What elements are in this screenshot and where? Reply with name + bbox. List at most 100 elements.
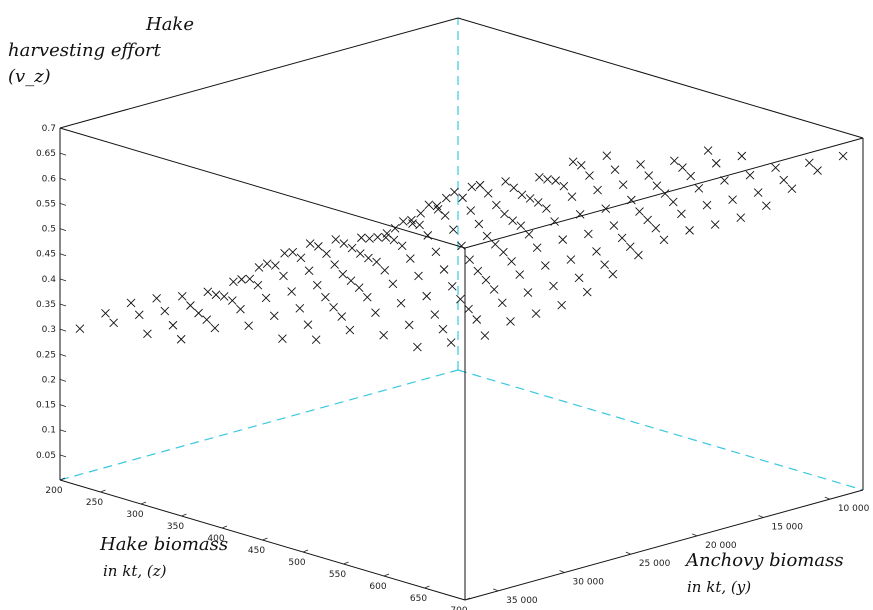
back-floor-edge-right — [457, 369, 864, 491]
x-tick-label: 400 — [207, 534, 224, 544]
marker-stroke — [338, 269, 348, 279]
marker-stroke — [779, 175, 789, 185]
marker-stroke — [278, 334, 287, 343]
data-point — [728, 195, 737, 205]
marker-stroke — [643, 215, 652, 225]
data-point — [541, 261, 550, 270]
data-point — [762, 201, 771, 211]
marker-stroke — [330, 260, 339, 269]
marker-stroke — [416, 209, 425, 218]
data-point — [261, 293, 271, 303]
data-point — [371, 308, 380, 318]
x-tick-label: 600 — [369, 582, 386, 592]
data-point — [303, 320, 313, 329]
marker-stroke — [321, 292, 330, 302]
data-point — [229, 277, 238, 287]
data-point — [474, 219, 484, 229]
marker-stroke — [288, 247, 298, 257]
marker-stroke — [331, 235, 341, 244]
marker-stroke — [404, 320, 414, 330]
x-tick-mark — [221, 525, 228, 529]
data-point — [464, 304, 473, 314]
x-tick-mark — [302, 549, 309, 553]
data-point — [736, 213, 746, 223]
data-point — [413, 342, 422, 352]
marker-stroke — [543, 174, 552, 184]
data-point — [295, 304, 305, 313]
marker-stroke — [109, 318, 118, 328]
data-point — [450, 187, 459, 197]
marker-stroke — [271, 261, 280, 270]
marker-stroke — [805, 158, 814, 168]
data-point — [389, 235, 399, 245]
data-point — [542, 204, 551, 213]
marker-stroke — [635, 207, 644, 216]
data-point — [347, 243, 357, 253]
data-point — [771, 163, 780, 173]
marker-stroke — [203, 287, 213, 297]
x-tick-label: 700 — [450, 606, 467, 610]
data-point — [457, 241, 466, 251]
top-edge-back-left — [59, 17, 459, 129]
marker-stroke — [450, 187, 459, 197]
data-point — [168, 320, 178, 330]
data-point — [355, 249, 365, 258]
data-point — [363, 292, 372, 302]
marker-stroke — [532, 243, 542, 253]
z-axis-title-line2: harvesting effort — [8, 40, 161, 61]
x-tick-label: 200 — [45, 486, 62, 496]
data-point — [407, 215, 416, 225]
marker-stroke — [355, 249, 365, 258]
marker-stroke — [295, 304, 305, 313]
marker-stroke — [438, 324, 448, 334]
data-point — [379, 330, 388, 340]
marker-stroke — [413, 342, 422, 352]
marker-stroke — [659, 235, 669, 245]
data-point — [262, 259, 272, 268]
marker-stroke — [186, 301, 195, 310]
z-tick-mark — [59, 177, 67, 181]
marker-stroke — [280, 248, 289, 258]
marker-stroke — [813, 166, 822, 175]
data-point — [753, 188, 763, 197]
data-point — [609, 221, 619, 230]
marker-stroke — [432, 201, 442, 211]
z-tick-mark — [59, 353, 67, 357]
x-tick-mark — [262, 537, 268, 541]
z-tick-mark — [59, 303, 67, 307]
marker-stroke — [568, 157, 578, 167]
z-tick-label: 0.5 — [42, 225, 56, 235]
marker-stroke — [414, 271, 423, 281]
marker-stroke — [651, 223, 661, 233]
marker-stroke — [627, 195, 636, 205]
data-point — [737, 151, 747, 161]
data-point — [365, 234, 374, 243]
data-point — [677, 209, 686, 219]
data-point — [523, 288, 533, 297]
z-tick-label: 0.7 — [42, 124, 56, 134]
data-point — [415, 220, 424, 230]
data-point — [610, 165, 620, 174]
marker-stroke — [456, 294, 465, 304]
data-point — [228, 296, 237, 305]
data-point — [126, 298, 136, 308]
y-tick-label: 20 000 — [705, 541, 737, 551]
z-tick-label: 0.1 — [42, 426, 56, 436]
data-point — [779, 175, 789, 185]
data-point — [644, 171, 654, 180]
z-tick-label: 0.25 — [36, 350, 56, 360]
data-point — [481, 275, 491, 285]
marker-stroke — [516, 221, 526, 230]
data-point — [177, 292, 187, 301]
data-point — [331, 235, 341, 244]
marker-stroke — [423, 231, 433, 240]
marker-stroke — [406, 254, 415, 263]
z-tick-mark — [59, 253, 67, 257]
marker-stroke — [694, 183, 704, 193]
marker-stroke — [287, 287, 296, 296]
marker-stroke — [345, 325, 355, 335]
data-point — [507, 257, 516, 266]
marker-stroke — [433, 204, 443, 214]
marker-stroke — [660, 189, 670, 198]
data-point — [745, 170, 755, 180]
